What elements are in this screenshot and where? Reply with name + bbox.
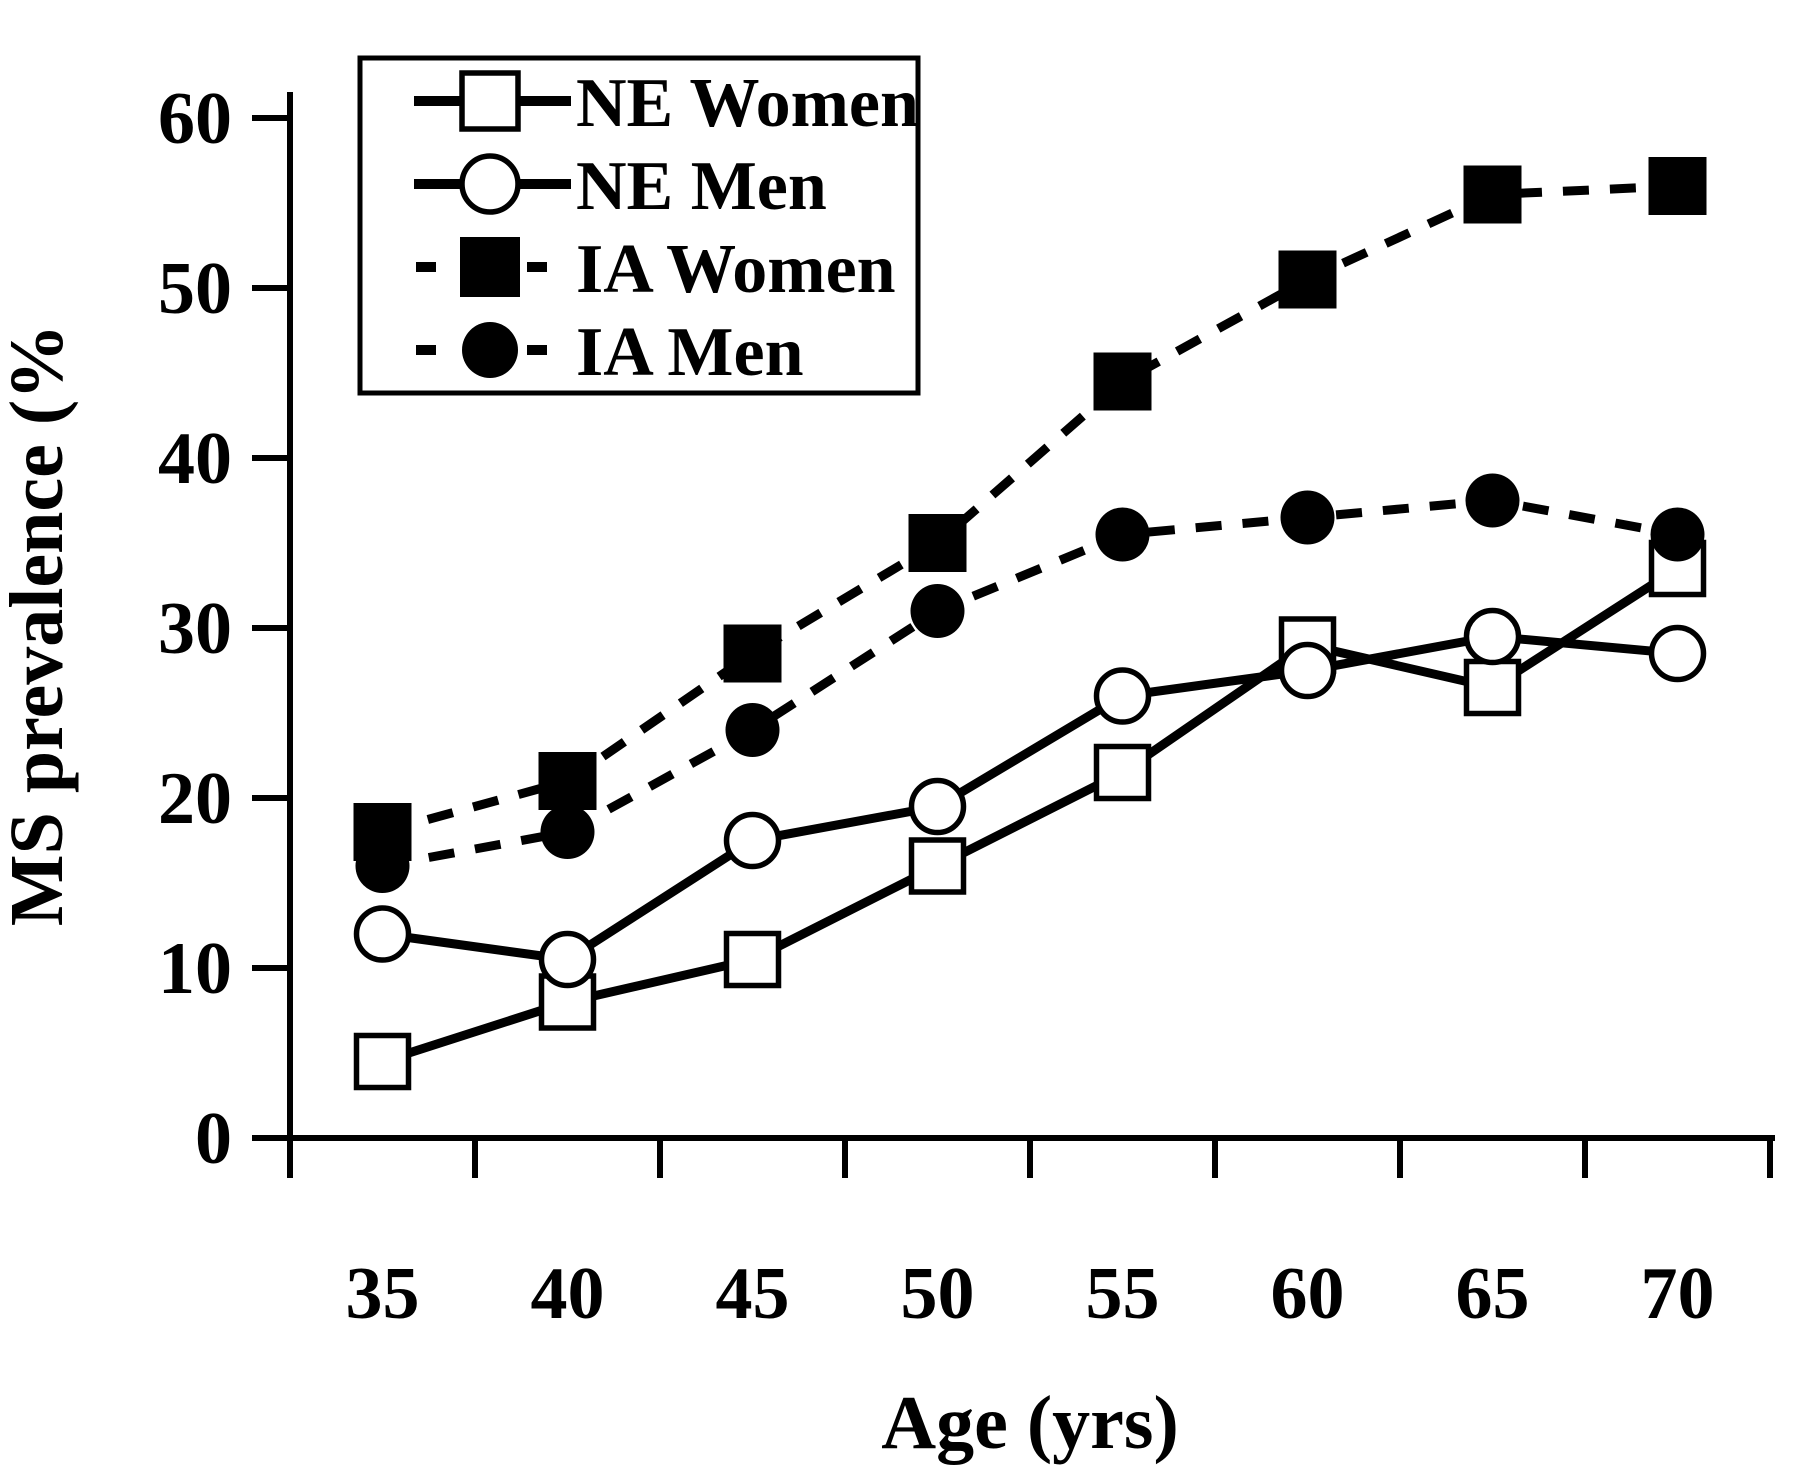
- filled-circle-marker: [1095, 507, 1150, 562]
- x-tick-label: 50: [901, 1253, 975, 1335]
- legend-label: IA Men: [576, 314, 804, 391]
- filled-circle-marker: [1280, 490, 1335, 545]
- legend-item-ia-men: IA Men: [416, 314, 804, 391]
- filled-square-marker: [460, 237, 520, 297]
- y-ticks: 0 10 20 30 40 50 60: [158, 78, 290, 1180]
- filled-circle-marker: [1650, 507, 1705, 562]
- y-tick-label: 50: [158, 248, 232, 330]
- series-line: [381, 181, 1678, 837]
- open-square-marker: [459, 70, 521, 132]
- open-circle-marker: [459, 153, 521, 215]
- y-tick-label: 20: [158, 758, 232, 840]
- open-circle-marker: [908, 777, 967, 836]
- x-tick-label: 55: [1086, 1253, 1160, 1335]
- series-line: [381, 495, 1679, 871]
- series-line: [381, 631, 1678, 965]
- filled-circle-marker: [725, 703, 780, 757]
- legend-item-ne-women: NE Women: [414, 65, 919, 142]
- x-tick-label: 40: [531, 1253, 605, 1335]
- filled-square-marker: [1463, 165, 1522, 224]
- filled-circle-marker: [355, 839, 410, 893]
- legend-item-ia-women: IA Women: [416, 231, 896, 308]
- filled-square-marker: [1648, 157, 1707, 215]
- filled-square-marker: [1093, 352, 1152, 411]
- y-tick-label: 0: [195, 1098, 232, 1180]
- open-square-marker: [1093, 743, 1152, 802]
- series-ia-men: [355, 473, 1705, 893]
- filled-square-marker: [1278, 250, 1337, 309]
- filled-circle-marker: [462, 322, 518, 378]
- plot-area: 0 10 20 30 40 50 60 35 40 45 50 55 60 65 70: [158, 78, 1775, 1335]
- open-square-marker: [908, 837, 967, 895]
- open-circle-marker: [1278, 641, 1337, 700]
- series-group: [353, 157, 1707, 1091]
- series-line: [381, 564, 1680, 1066]
- x-tick-label: 60: [1271, 1253, 1345, 1335]
- legend-label: NE Women: [576, 65, 919, 142]
- filled-circle-marker: [910, 584, 965, 638]
- x-tick-label: 35: [346, 1253, 420, 1335]
- filled-square-marker: [723, 624, 782, 683]
- open-square-marker: [723, 930, 782, 989]
- x-axis-title: Age (yrs): [881, 1381, 1179, 1465]
- open-circle-marker: [1093, 667, 1152, 725]
- x-tick-label: 65: [1456, 1253, 1530, 1335]
- x-tick-label: 45: [716, 1253, 790, 1335]
- open-circle-marker: [1648, 624, 1707, 683]
- series-ia-women: [353, 157, 1707, 861]
- filled-circle-marker: [1465, 473, 1520, 528]
- x-tick-label: 70: [1641, 1253, 1715, 1335]
- open-square-marker: [353, 1032, 412, 1091]
- open-circle-marker: [538, 930, 597, 989]
- open-square-marker: [1463, 658, 1522, 717]
- y-tick-label: 30: [158, 588, 232, 670]
- filled-square-marker: [908, 514, 967, 572]
- y-tick-label: 10: [158, 928, 232, 1010]
- open-circle-marker: [353, 905, 412, 963]
- legend-frame: [357, 55, 921, 396]
- y-tick-label: 40: [158, 418, 232, 500]
- open-circle-marker: [1463, 607, 1522, 666]
- legend-label: NE Men: [576, 148, 827, 225]
- series-ne-men: [353, 607, 1707, 989]
- open-circle-marker: [723, 811, 782, 870]
- y-axis-title: MS prevalence (%: [0, 324, 79, 926]
- y-tick-label: 60: [158, 78, 232, 160]
- legend-label: IA Women: [576, 231, 896, 308]
- legend-item-ne-men: NE Men: [414, 148, 827, 225]
- filled-circle-marker: [540, 805, 595, 859]
- x-ticks: 35 40 45 50 55 60 65 70: [287, 1138, 1773, 1335]
- filled-square-marker: [538, 752, 597, 810]
